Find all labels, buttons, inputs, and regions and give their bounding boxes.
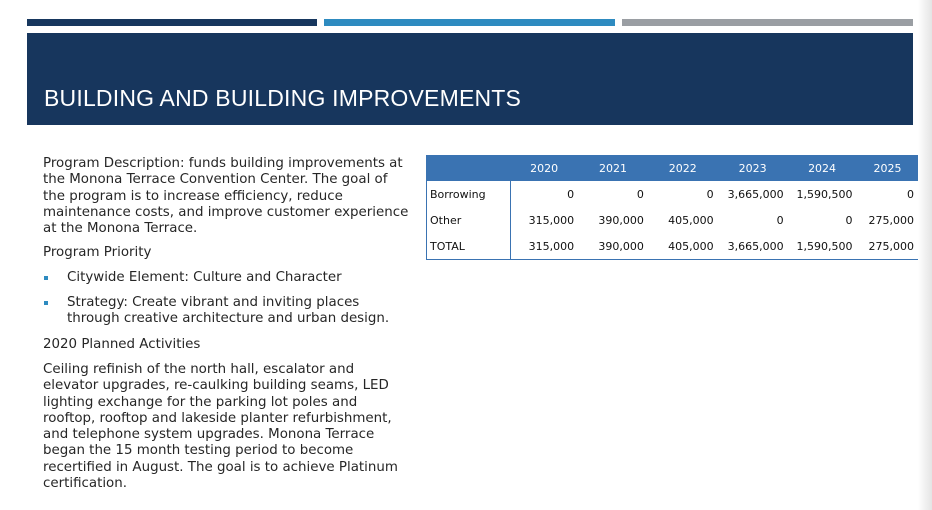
row-label: Other <box>426 207 511 233</box>
table-cell: 1,590,500 <box>787 233 857 260</box>
list-item: Citywide Element: Culture and Character <box>43 270 413 286</box>
bullet-text: Citywide Element: Culture and Character <box>67 269 342 285</box>
budget-table: 2020 2021 2022 2023 2024 2025 Borrowing … <box>426 155 919 260</box>
priority-heading: Program Priority <box>43 245 152 261</box>
table-cell: 315,000 <box>510 233 579 260</box>
table-row: Other 315,000 390,000 405,000 0 0 275,00… <box>426 207 919 233</box>
program-description: Program Description: funds building impr… <box>43 156 409 237</box>
table-cell: 3,665,000 <box>727 187 784 201</box>
table-cell: 0 <box>856 180 919 207</box>
slide-edge-shadow <box>918 0 932 510</box>
table-cell: 1,590,500 <box>796 187 853 201</box>
table-cell: 405,000 <box>668 213 714 227</box>
year-header: 2020 <box>509 155 579 181</box>
table-cell: 0 <box>776 213 784 227</box>
year-header: 2025 <box>856 155 919 181</box>
list-item: Strategy: Create vibrant and inviting pl… <box>43 295 413 328</box>
square-bullet-icon <box>44 301 48 306</box>
planned-heading: 2020 Planned Activities <box>43 336 201 352</box>
accent-bar-blue <box>324 19 615 26</box>
square-bullet-icon <box>44 275 48 280</box>
table-cell: 0 <box>636 187 644 201</box>
page-title: BUILDING AND BUILDING IMPROVEMENTS <box>44 85 522 111</box>
table-cell: 275,000 <box>856 207 919 233</box>
table-cell: 275,000 <box>856 233 919 260</box>
accent-bar-gray <box>622 19 913 26</box>
header-corner-cell <box>426 155 511 181</box>
year-header: 2021 <box>577 155 649 181</box>
row-label: TOTAL <box>426 233 511 260</box>
year-header: 2022 <box>647 155 719 181</box>
table-header-row: 2020 2021 2022 2023 2024 2025 <box>426 155 919 181</box>
year-header: 2024 <box>787 155 858 181</box>
title-band: BUILDING AND BUILDING IMPROVEMENTS <box>27 33 913 125</box>
table-cell: 0 <box>706 187 714 201</box>
table-cell: 0 <box>567 187 575 201</box>
bullet-text: Strategy: Create vibrant and inviting pl… <box>67 295 390 327</box>
table-cell: 3,665,000 <box>717 233 788 260</box>
row-label: Borrowing <box>426 180 511 207</box>
table-row: TOTAL 315,000 390,000 405,000 3,665,000 … <box>426 233 919 260</box>
table-cell: 315,000 <box>528 213 575 227</box>
program-text: Program Description: funds building impr… <box>43 156 413 492</box>
accent-bar-dark <box>27 19 317 26</box>
table-row: Borrowing 0 0 0 3,665,000 1,590,500 0 <box>426 180 919 207</box>
table-cell: 390,000 <box>578 233 648 260</box>
table-cell: 405,000 <box>647 233 718 260</box>
year-header: 2023 <box>717 155 789 181</box>
table-cell: 390,000 <box>598 213 644 227</box>
table-cell: 0 <box>845 213 853 227</box>
priority-list: Citywide Element: Culture and Character … <box>43 270 413 328</box>
planned-activities-text: Ceiling refinish of the north hall, esca… <box>43 361 398 492</box>
